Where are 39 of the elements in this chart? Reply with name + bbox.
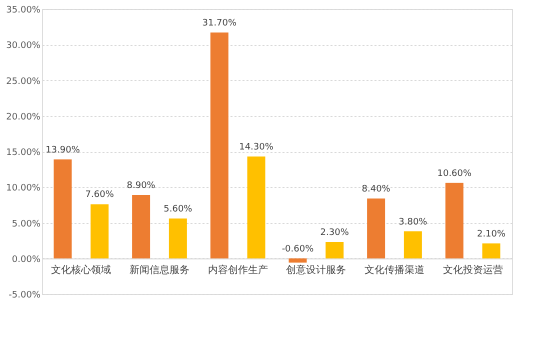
bar <box>367 198 386 258</box>
x-tick-label: 文化核心领域 <box>51 264 112 276</box>
data-label: -0.60% <box>282 244 314 254</box>
x-tick-label: 创意设计服务 <box>286 264 346 276</box>
data-label: 8.90% <box>126 180 156 191</box>
bar <box>168 218 187 258</box>
bar <box>90 204 109 258</box>
data-label: 14.30% <box>239 142 274 152</box>
data-label: 8.40% <box>362 184 391 195</box>
y-tick-label: 15.00% <box>6 148 41 158</box>
y-tick-label: 10.00% <box>6 184 41 194</box>
y-tick-label: 25.00% <box>6 76 41 87</box>
bar <box>210 32 228 258</box>
y-tick-label: 20.00% <box>6 112 41 122</box>
y-tick-label: -5.00% <box>8 290 41 300</box>
bar <box>482 243 500 258</box>
y-tick-label: 0.00% <box>12 254 41 265</box>
x-tick-label: 内容创作生产 <box>208 264 268 276</box>
data-label: 31.70% <box>202 18 238 29</box>
data-label: 10.60% <box>437 168 472 179</box>
y-tick-label: 5.00% <box>12 219 41 230</box>
bar <box>54 159 72 258</box>
bar <box>288 258 307 263</box>
x-tick-label: 文化传播渠道 <box>364 264 424 276</box>
bar <box>132 194 150 258</box>
data-label: 2.10% <box>476 229 506 240</box>
bar <box>326 242 344 258</box>
bar <box>445 182 464 258</box>
bar <box>247 156 266 258</box>
y-tick-label: 30.00% <box>6 41 41 52</box>
bar <box>404 231 422 258</box>
y-tick-label: 35.00% <box>6 6 41 16</box>
x-tick-label: 新闻信息服务 <box>130 264 190 276</box>
data-label: 5.60% <box>164 204 193 214</box>
data-label: 3.80% <box>398 217 428 228</box>
data-label: 2.30% <box>320 228 350 238</box>
x-tick-label: 文化投资运营 <box>442 264 503 276</box>
data-label: 7.60% <box>85 190 114 200</box>
data-label: 13.90% <box>46 145 80 156</box>
